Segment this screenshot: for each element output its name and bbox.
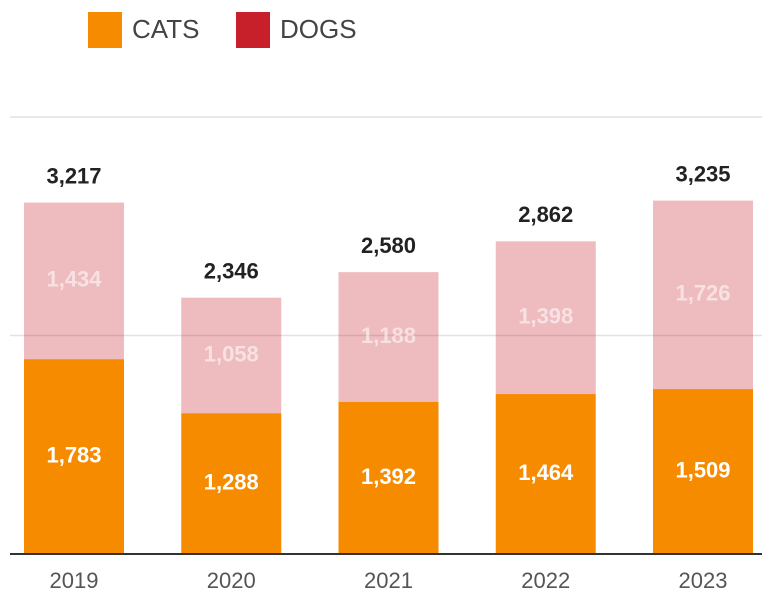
- legend-label: DOGS: [280, 14, 357, 44]
- value-label: 1,434: [46, 267, 102, 292]
- value-label: 1,392: [361, 464, 416, 489]
- total-label: 2,346: [204, 259, 259, 284]
- value-label: 1,058: [204, 341, 259, 366]
- bar-segment: [338, 272, 439, 402]
- bar-segment: [495, 394, 596, 554]
- bar-segment: [653, 200, 753, 390]
- value-label: 1,509: [675, 457, 730, 482]
- total-label: 2,580: [361, 233, 416, 258]
- bar-segment: [24, 359, 124, 554]
- bar-segment: [495, 241, 596, 395]
- x-tick-label: 2023: [679, 568, 728, 593]
- bar-segment: [181, 297, 282, 414]
- value-label: 1,726: [675, 281, 730, 306]
- value-label: 1,464: [518, 460, 574, 485]
- bar-segment: [653, 389, 753, 554]
- legend-swatch: [236, 12, 270, 48]
- bar-segment: [24, 202, 124, 360]
- bar-segment: [338, 401, 439, 554]
- total-label: 2,862: [518, 202, 573, 227]
- x-tick-label: 2020: [207, 568, 256, 593]
- x-tick-label: 2022: [521, 568, 570, 593]
- x-tick-label: 2019: [50, 568, 99, 593]
- legend-swatch: [88, 12, 122, 48]
- value-label: 1,288: [204, 469, 259, 494]
- total-label: 3,217: [46, 163, 101, 188]
- total-label: 3,235: [675, 161, 730, 186]
- value-label: 1,188: [361, 323, 416, 348]
- value-label: 1,783: [46, 442, 101, 467]
- x-tick-label: 2021: [364, 568, 413, 593]
- value-label: 1,398: [518, 304, 573, 329]
- bar-segment: [181, 413, 282, 554]
- legend-label: CATS: [132, 14, 199, 44]
